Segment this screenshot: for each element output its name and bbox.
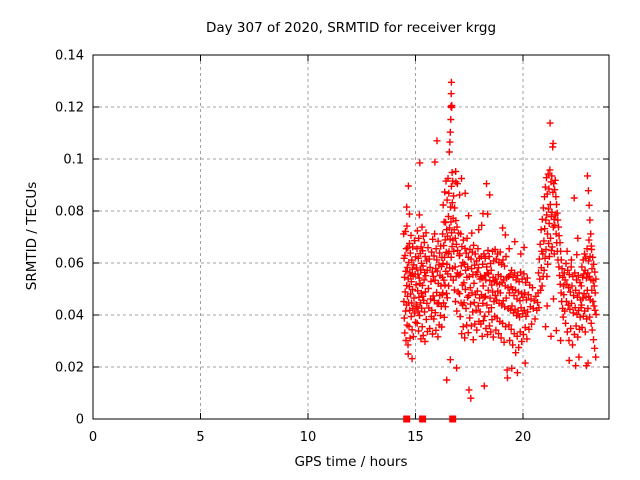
y-tick-label: 0.08 bbox=[55, 205, 84, 220]
x-tick-label: 0 bbox=[89, 430, 97, 445]
plot-border bbox=[92, 54, 610, 420]
x-tick-labels: 0 5 10 15 20 bbox=[89, 430, 531, 445]
x-tick-label: 15 bbox=[407, 430, 424, 445]
data-point-square bbox=[403, 415, 411, 423]
grid-lines bbox=[93, 55, 609, 419]
data-points-plus bbox=[400, 78, 600, 402]
y-tick-label: 0.1 bbox=[63, 153, 84, 168]
x-tick-label: 20 bbox=[515, 430, 532, 445]
data-point-square bbox=[449, 415, 457, 423]
series-zero-flags bbox=[403, 415, 457, 423]
y-axis-label: SRMTID / TECUs bbox=[24, 181, 40, 291]
y-tick-labels: 0 0.02 0.04 0.06 0.08 0.1 0.12 0.14 bbox=[55, 49, 84, 428]
x-tick-label: 10 bbox=[300, 430, 317, 445]
x-axis-label: GPS time / hours bbox=[294, 454, 408, 470]
chart-title: Day 307 of 2020, SRMTID for receiver krg… bbox=[205, 20, 497, 36]
y-tick-label: 0.14 bbox=[55, 49, 84, 64]
y-tick-label: 0.04 bbox=[55, 309, 84, 324]
axes bbox=[92, 54, 610, 420]
y-tick-label: 0.06 bbox=[55, 257, 84, 272]
y-tick-label: 0.12 bbox=[55, 101, 84, 116]
y-tick-label: 0 bbox=[76, 413, 84, 428]
series-SRMTID bbox=[400, 78, 600, 402]
y-tick-label: 0.02 bbox=[55, 361, 84, 376]
x-tick-label: 5 bbox=[196, 430, 204, 445]
data-point-square bbox=[419, 415, 427, 423]
